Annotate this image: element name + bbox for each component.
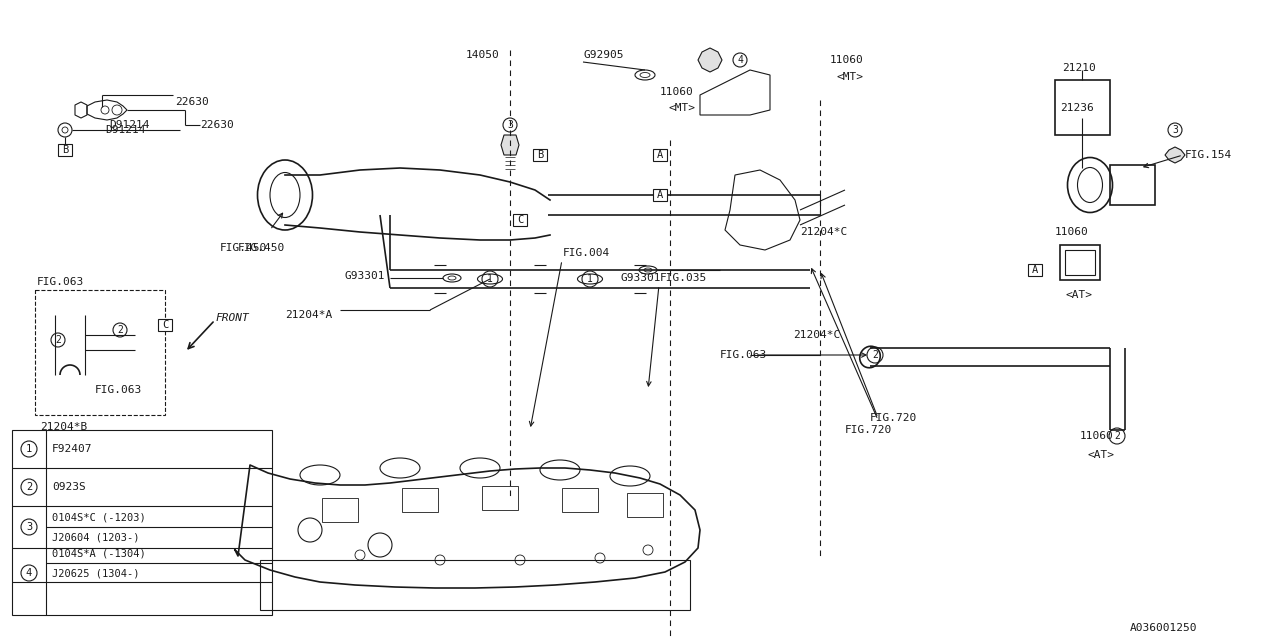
Bar	[513, 214, 527, 226]
Text: G93301: G93301	[344, 271, 384, 281]
Text: 11060: 11060	[660, 87, 694, 97]
Text: 2: 2	[26, 482, 32, 492]
Bar	[1055, 80, 1110, 135]
Bar	[627, 493, 663, 517]
Polygon shape	[698, 48, 722, 72]
Text: <MT>: <MT>	[668, 103, 695, 113]
Bar	[323, 498, 358, 522]
Text: G93301: G93301	[620, 273, 660, 283]
Text: 3: 3	[507, 120, 513, 130]
Text: J20625 (1304-): J20625 (1304-)	[52, 569, 140, 579]
Bar	[653, 149, 667, 161]
Text: A: A	[1032, 265, 1038, 275]
Text: 21204*C: 21204*C	[800, 227, 847, 237]
Text: 0923S: 0923S	[52, 482, 86, 492]
Bar	[260, 560, 690, 610]
Text: FIG.063: FIG.063	[721, 350, 767, 360]
Text: <AT>: <AT>	[1087, 450, 1114, 460]
Text: 2: 2	[872, 350, 878, 360]
Text: 2: 2	[55, 335, 61, 345]
Text: FIG.035: FIG.035	[660, 273, 708, 283]
Text: <AT>: <AT>	[1065, 290, 1092, 300]
Bar	[157, 319, 172, 331]
Text: 21204*B: 21204*B	[40, 422, 87, 432]
Polygon shape	[500, 135, 518, 155]
Text: 21210: 21210	[1062, 63, 1096, 73]
Text: 2: 2	[1114, 431, 1120, 441]
Text: 11060: 11060	[829, 55, 864, 65]
Text: 3: 3	[26, 522, 32, 532]
Bar	[1065, 250, 1094, 275]
Text: 1: 1	[26, 444, 32, 454]
Text: 3: 3	[1172, 125, 1178, 135]
Text: J20604 (1203-): J20604 (1203-)	[52, 533, 140, 543]
Text: 14050: 14050	[466, 50, 499, 60]
Bar	[562, 488, 598, 512]
Text: B: B	[536, 150, 543, 160]
Bar	[532, 149, 547, 161]
Bar	[483, 486, 518, 510]
Polygon shape	[1165, 147, 1185, 163]
Text: C: C	[517, 215, 524, 225]
Text: F92407: F92407	[52, 444, 92, 454]
Bar	[653, 189, 667, 201]
Bar	[402, 488, 438, 512]
Text: FRONT: FRONT	[215, 313, 248, 323]
Text: D91214: D91214	[105, 125, 146, 135]
Text: FIG.450: FIG.450	[220, 243, 268, 253]
Text: 21236: 21236	[1060, 103, 1093, 113]
Text: FIG.154: FIG.154	[1185, 150, 1233, 160]
Text: B: B	[61, 145, 68, 155]
Text: FIG.720: FIG.720	[845, 425, 892, 435]
Text: FIG.450: FIG.450	[238, 243, 285, 253]
Text: FIG.720: FIG.720	[870, 413, 918, 423]
Bar	[1110, 165, 1155, 205]
Bar	[58, 144, 72, 156]
Text: 21204*C: 21204*C	[794, 330, 840, 340]
Text: 22630: 22630	[175, 97, 209, 107]
Text: FIG.004: FIG.004	[563, 248, 611, 258]
Text: G92905: G92905	[582, 50, 623, 60]
Text: <MT>: <MT>	[836, 72, 863, 82]
Text: A: A	[657, 190, 663, 200]
Text: A036001250: A036001250	[1130, 623, 1198, 633]
Text: 0104S*A (-1304): 0104S*A (-1304)	[52, 548, 146, 558]
Text: 22630: 22630	[200, 120, 234, 130]
Text: 21204*A: 21204*A	[285, 310, 333, 320]
Text: 11060: 11060	[1080, 431, 1114, 441]
Text: A: A	[657, 150, 663, 160]
Bar	[35, 290, 165, 415]
Bar	[1060, 245, 1100, 280]
Text: C: C	[161, 320, 168, 330]
Text: FIG.063: FIG.063	[95, 385, 142, 395]
Text: 2: 2	[116, 325, 123, 335]
Text: 1: 1	[588, 274, 593, 284]
Text: 0104S*C (-1203): 0104S*C (-1203)	[52, 512, 146, 522]
Text: D91214: D91214	[109, 120, 150, 130]
Bar	[12, 430, 273, 615]
Text: 4: 4	[26, 568, 32, 578]
Text: FIG.063: FIG.063	[37, 277, 84, 287]
Text: 1: 1	[488, 274, 493, 284]
Text: 4: 4	[737, 55, 742, 65]
Text: 11060: 11060	[1055, 227, 1089, 237]
Bar	[1028, 264, 1042, 276]
